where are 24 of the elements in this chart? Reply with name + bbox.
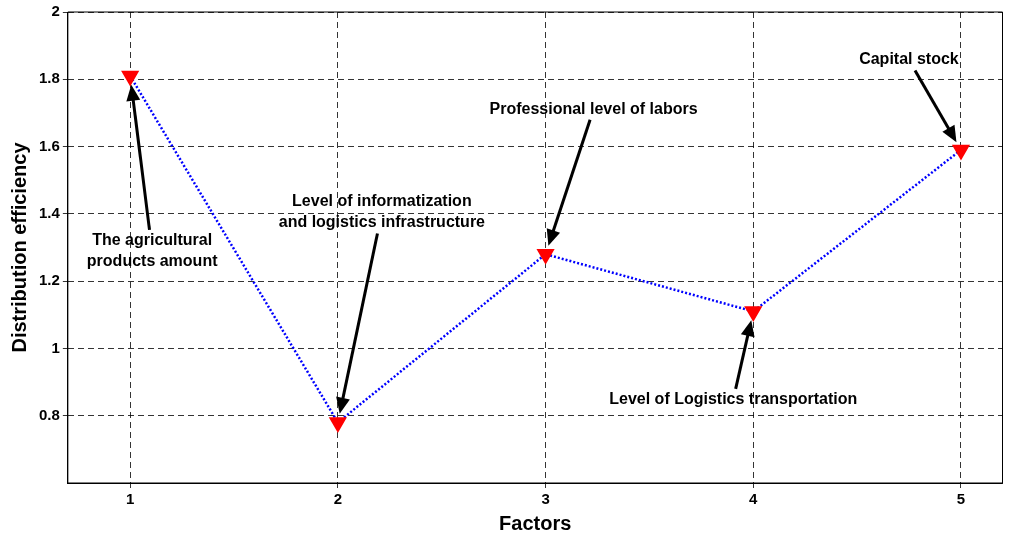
y-tick-label: 1 (51, 338, 60, 356)
annotation: Professional level of labors (489, 99, 698, 117)
point (952, 144, 970, 160)
y-tick-label: 0.8 (38, 405, 60, 423)
annotation: The agricultural products amount (86, 230, 219, 269)
y-tick-label: 2 (51, 2, 60, 20)
annotation: Level of Logistics transportation (609, 389, 858, 407)
annotation: Capital stock (859, 50, 959, 68)
x-tick-label: 2 (333, 490, 343, 508)
point (537, 248, 554, 264)
x-tick-label: 3 (541, 490, 550, 508)
annotation: Level of informatization and logistics infrastructure (278, 192, 486, 231)
y-axis-title: Distribution efficiency (7, 141, 30, 353)
y-tick-label: 1.8 (38, 69, 60, 87)
point (745, 306, 762, 321)
point (329, 417, 347, 432)
point (121, 70, 139, 86)
x-tick-label: 4 (749, 490, 759, 508)
y-tick-label: 1.2 (38, 271, 60, 289)
y-tick-label: 1.6 (38, 136, 60, 154)
y-tick-label: 1.4 (38, 204, 61, 221)
x-tick-label: 5 (956, 490, 966, 508)
x-tick-label: 1 (125, 490, 135, 508)
x-axis-title: Factors (499, 511, 572, 534)
